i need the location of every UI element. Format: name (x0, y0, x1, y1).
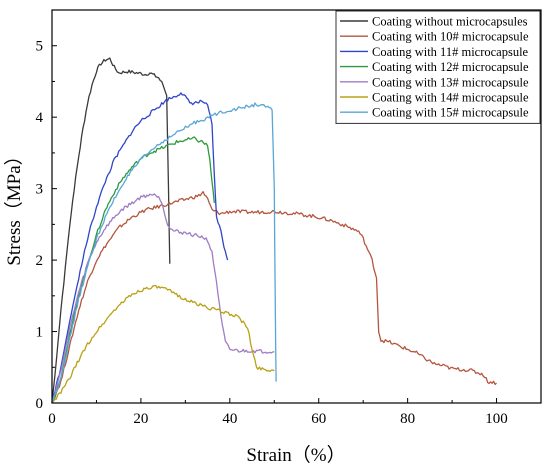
y-tick-label: 3 (36, 182, 44, 198)
legend-label: Coating without microcapsules (372, 15, 528, 29)
x-tick-label: 0 (48, 411, 56, 427)
y-tick-label: 5 (36, 39, 44, 55)
legend-label: Coating with 11# microcapsule (372, 45, 529, 59)
y-tick-label: 2 (36, 253, 44, 269)
series-line (51, 136, 215, 404)
series-line (51, 284, 275, 404)
legend-label: Coating with 13# microcapsule (372, 75, 529, 89)
x-axis-title: Strain（%） (246, 444, 345, 466)
plot-frame (51, 9, 542, 404)
series-line (51, 193, 275, 404)
legend-label: Coating with 15# microcapsule (372, 106, 529, 120)
x-tick-label: 40 (222, 411, 237, 427)
legend-label: Coating with 12# microcapsule (372, 60, 529, 74)
y-tick-label: 0 (36, 396, 44, 412)
series-line (51, 102, 277, 404)
y-tick-label: 4 (36, 110, 44, 126)
legend-label: Coating with 10# microcapsule (372, 30, 529, 44)
legend-label: Coating with 14# microcapsule (372, 91, 529, 105)
y-tick-label: 1 (36, 325, 44, 341)
x-axis-ticks: 0 20 40 60 80 100 (48, 398, 508, 427)
plot-lines (51, 57, 497, 404)
x-tick-label: 60 (311, 411, 326, 427)
x-tick-label: 20 (133, 411, 148, 427)
x-tick-label: 100 (485, 411, 508, 427)
x-tick-label: 80 (400, 411, 415, 427)
y-axis-ticks: 0 1 2 3 4 5 (36, 39, 57, 412)
y-axis-title: Stress（MPa） (3, 146, 25, 265)
series-line (51, 92, 229, 404)
series-line (51, 57, 171, 404)
legend-box (335, 10, 541, 124)
